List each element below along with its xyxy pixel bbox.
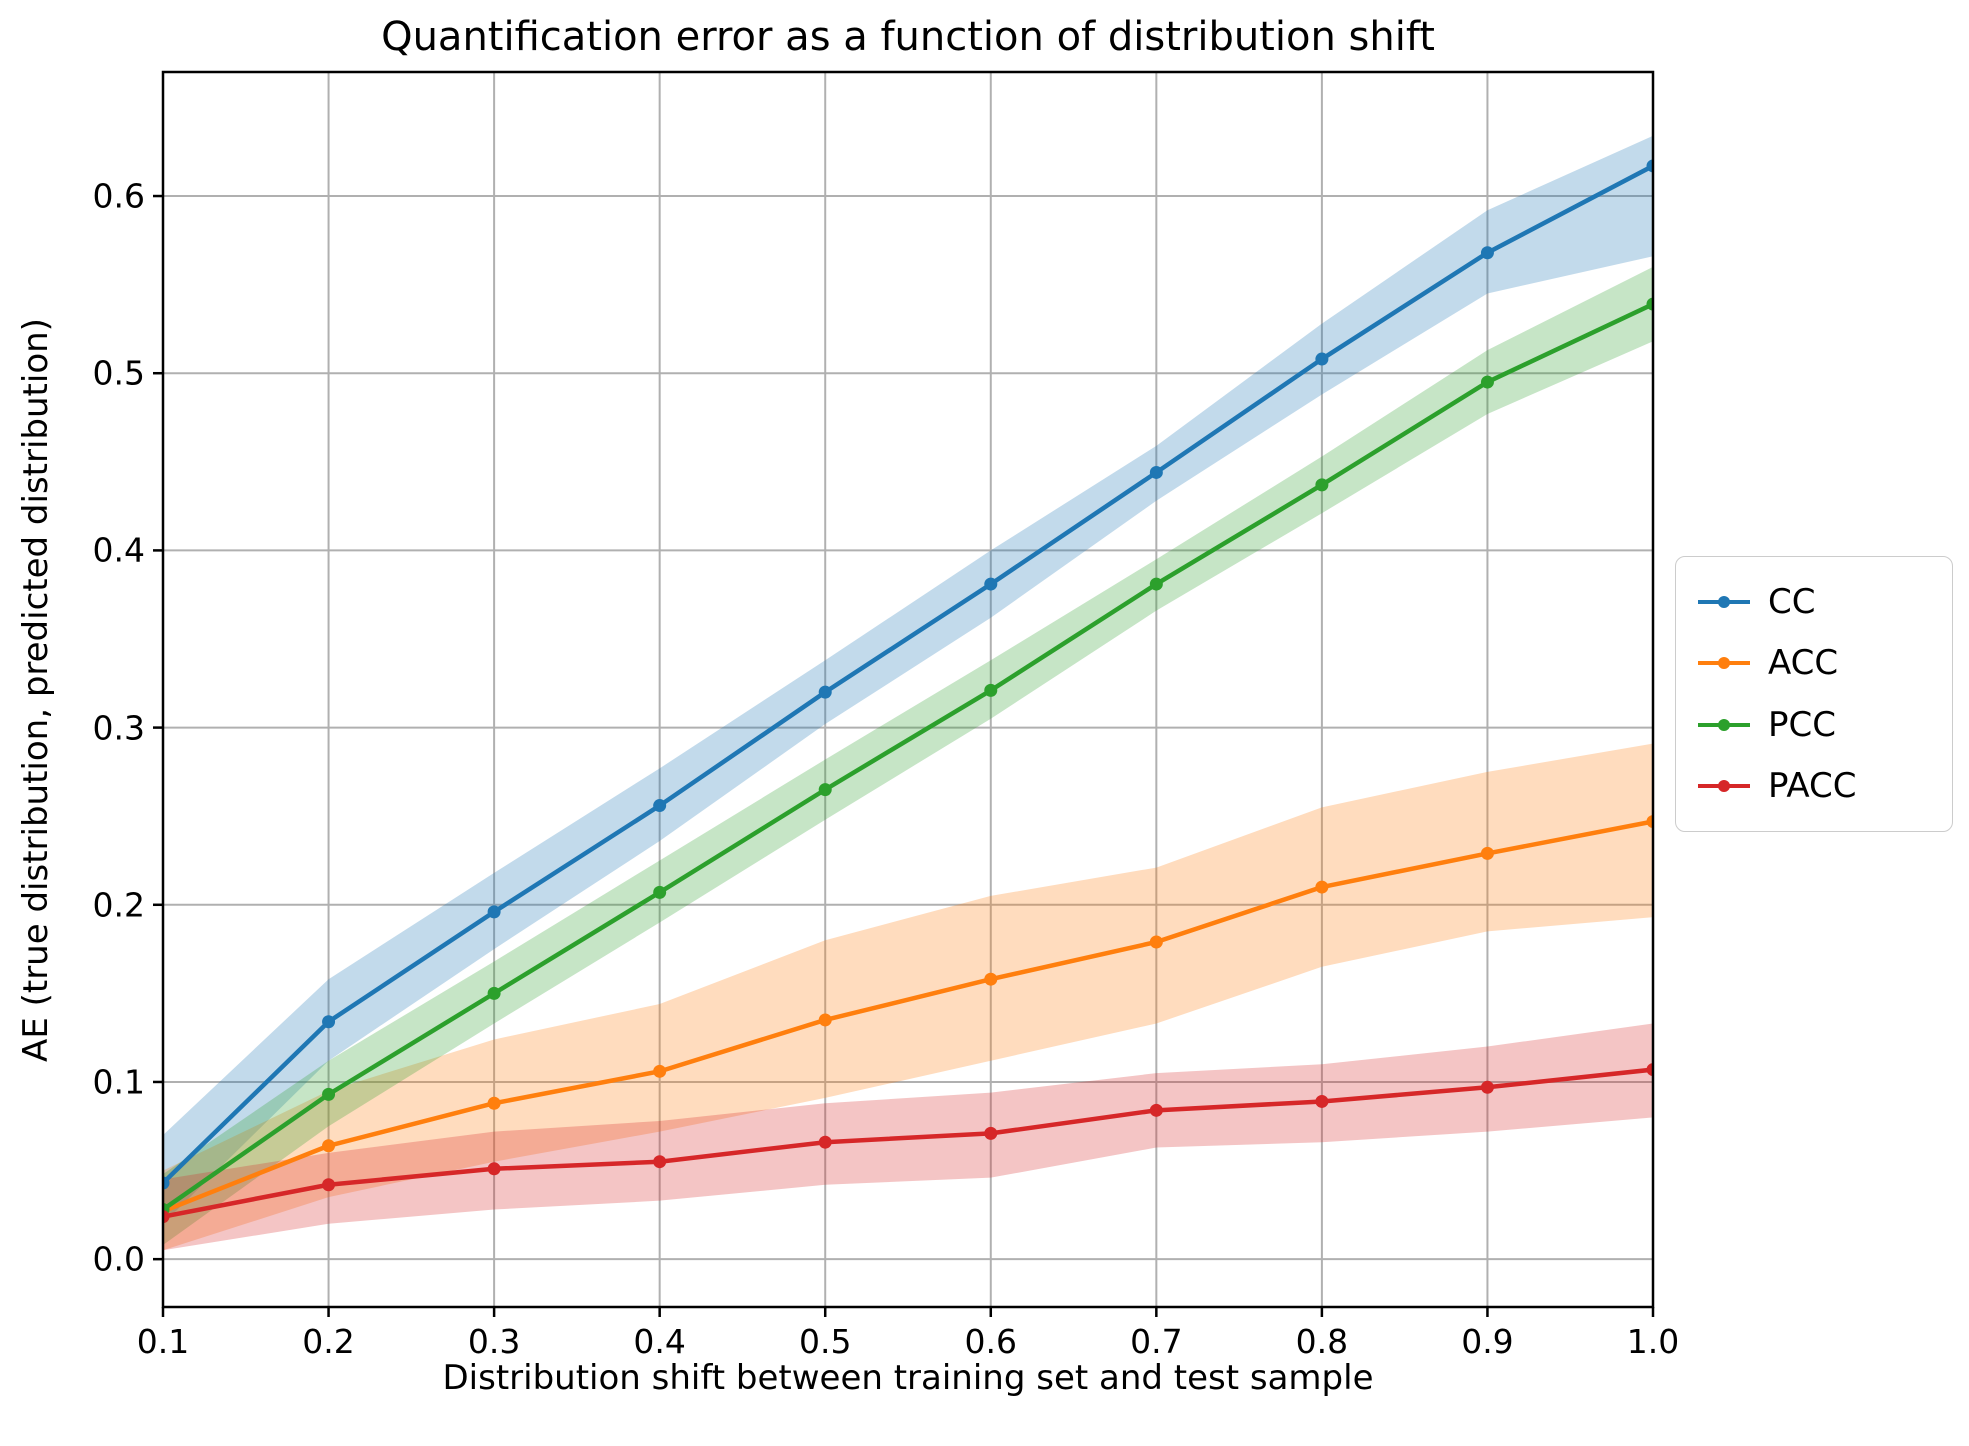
legend-line-icon [1698,779,1750,793]
data-point-acc [1646,815,1653,829]
confidence-band-cc [163,135,1653,1224]
y-tick-label: 0.1 [92,1062,145,1102]
legend-label: PCC [1768,704,1836,745]
y-tick-label: 0.0 [92,1239,145,1279]
data-point-acc [984,972,998,986]
data-point-cc [653,799,667,813]
data-point-pacc [487,1162,501,1176]
data-point-pacc [163,1210,170,1224]
data-point-pacc [1646,1063,1653,1077]
series-line-acc [163,819,1653,1214]
data-point-acc [818,1013,832,1027]
legend-item-pacc: PACC [1698,766,1952,806]
y-tick-label: 0.5 [92,353,145,393]
data-point-cc [1480,246,1494,260]
legend-item-cc: CC [1698,582,1952,622]
x-tick-label: 0.9 [1461,1322,1514,1361]
x-tick-label: 0.3 [467,1322,521,1361]
series-line-cc [163,163,1653,1186]
legend: CC ACC PCC PACC [1675,556,1953,832]
data-point-pacc [653,1155,667,1169]
legend-line-icon [1698,718,1750,732]
confidence-band-acc [163,743,1653,1251]
series-group [163,135,1653,1251]
data-point-pacc [322,1178,336,1192]
x-tick-label: 0.5 [798,1322,852,1361]
data-point-cc [1646,159,1653,173]
data-point-acc [322,1139,336,1153]
legend-marker-dot [1718,657,1730,670]
legend-label: CC [1768,582,1816,623]
chart-title: Quantification error as a function of di… [381,14,1435,60]
data-point-pcc [984,683,998,697]
data-point-pacc [818,1135,832,1149]
data-point-pcc [487,986,501,1000]
data-point-pcc [1480,375,1494,389]
data-point-pacc [984,1126,998,1140]
data-point-pacc [1315,1094,1329,1108]
data-point-pcc [322,1087,336,1101]
legend-line-icon [1698,595,1750,609]
data-point-acc [1315,880,1329,894]
legend-item-pcc: PCC [1698,705,1952,745]
series-line-pacc [163,1067,1653,1219]
data-point-pcc [1646,297,1653,311]
series-line-pcc [163,301,1653,1212]
data-point-acc [1149,935,1163,949]
legend-line-icon [1698,656,1750,670]
x-tick-label: 0.1 [136,1322,190,1361]
data-point-cc [984,577,998,591]
data-point-cc [1315,352,1329,366]
axes-spines [161,70,1655,1309]
data-point-acc [1480,846,1494,860]
y-tick-label: 0.2 [92,885,145,925]
data-point-pacc [1480,1080,1494,1094]
x-tick-label: 0.8 [1295,1322,1349,1361]
legend-label: PACC [1768,765,1857,806]
data-point-acc [653,1064,667,1078]
data-point-cc [487,905,501,919]
x-tick-label: 0.2 [302,1322,355,1361]
data-point-acc [487,1096,501,1110]
legend-marker-dot [1718,596,1730,609]
y-tick-label: 0.6 [92,176,145,216]
x-tick-label: 1.0 [1626,1322,1680,1361]
data-point-pcc [1149,577,1163,591]
data-point-pcc [653,885,667,899]
legend-marker-dot [1718,718,1730,731]
data-point-cc [1149,465,1163,479]
data-point-pacc [1149,1103,1163,1117]
data-point-cc [163,1176,170,1190]
legend-marker-dot [1718,779,1730,792]
x-axis-label: Distribution shift between training set … [442,1358,1374,1398]
data-point-pcc [818,783,832,797]
data-point-cc [818,685,832,699]
x-tick-label: 0.6 [964,1322,1018,1361]
y-axis-label: AE (true distribution, predicted distrib… [16,318,56,1062]
legend-item-acc: ACC [1698,643,1952,683]
y-tick-label: 0.4 [92,530,145,570]
data-point-pcc [1315,478,1329,492]
y-tick-label: 0.3 [92,708,145,748]
legend-label: ACC [1768,643,1839,684]
x-tick-label: 0.7 [1130,1322,1183,1361]
data-point-cc [322,1015,336,1029]
x-tick-label: 0.4 [633,1322,686,1361]
